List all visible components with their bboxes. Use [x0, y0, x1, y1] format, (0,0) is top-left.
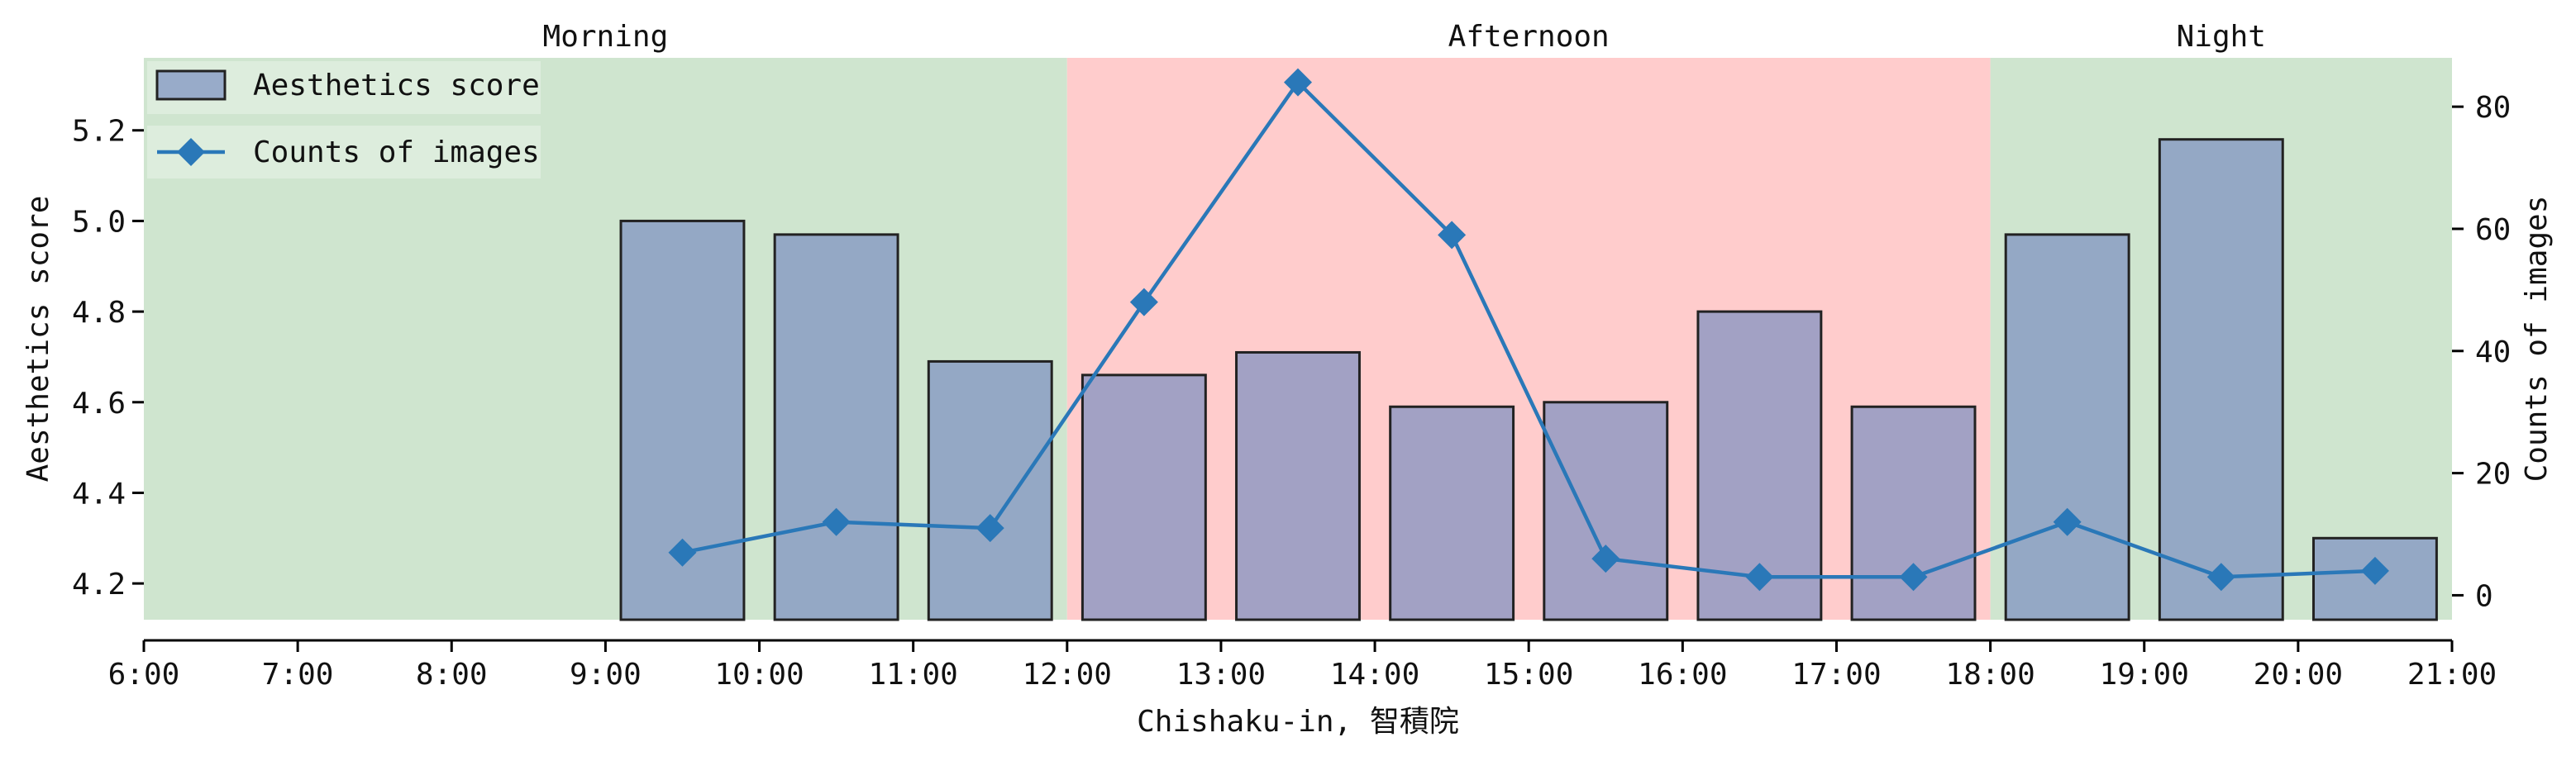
counts-line: [682, 79, 2376, 579]
x-tick-label: 13:00: [1176, 658, 1266, 692]
counts-marker-1230: [1129, 288, 1158, 316]
counts-marker-1930: [2206, 563, 2235, 592]
x-tick-label: 10:00: [714, 658, 804, 692]
x-tick-label: 7:00: [262, 658, 334, 692]
bar-1530: [1543, 401, 1669, 621]
counts-marker-1530: [1591, 545, 1620, 573]
y-left-tick-label: 4.6: [72, 387, 126, 421]
legend-swatch-bars: [155, 69, 227, 101]
bar-1330: [1235, 350, 1361, 621]
x-tick-label: 17:00: [1791, 658, 1881, 692]
counts-marker-1430: [1438, 221, 1467, 250]
axes: 6:00 7:00 8:00 9:00 10:00 11:00 12:00 13:00 14:0…: [21, 91, 2554, 739]
x-tick-label: 14:00: [1330, 658, 1419, 692]
period-labels: Morning Afternoon Night: [543, 20, 2266, 54]
period-label-night: Night: [2177, 20, 2266, 54]
counts-marker-1730: [1899, 563, 1928, 592]
y-right-tick-label: 0: [2475, 579, 2493, 613]
x-tick-label: 20:00: [2254, 658, 2343, 692]
bar-1930: [2158, 138, 2284, 621]
bar-1030: [773, 233, 899, 621]
x-tick-label: 19:00: [2100, 658, 2189, 692]
line-counts: [668, 68, 2389, 592]
x-tick-label: 9:00: [570, 658, 642, 692]
legend-label-line: Counts of images: [253, 136, 540, 169]
y-right-tick-label: 20: [2475, 458, 2511, 492]
period-band-afternoon: [1066, 58, 1991, 620]
legend-label-bars: Aesthetics score: [253, 69, 540, 102]
counts-marker-1030: [822, 507, 851, 536]
x-tick-label: 18:00: [1945, 658, 2035, 692]
counts-marker-2030: [2360, 556, 2389, 585]
x-tick-label: 8:00: [416, 658, 488, 692]
y-left-tick-label: 5.0: [72, 205, 126, 239]
x-tick-label: 16:00: [1638, 658, 1727, 692]
y-right-tick-label: 40: [2475, 335, 2511, 369]
bar-1430: [1389, 405, 1515, 621]
x-tick-label: 11:00: [868, 658, 957, 692]
x-tick-label: 6:00: [108, 658, 180, 692]
x-axis-title: Chishaku-in, 智積院: [1137, 705, 1459, 739]
counts-marker-1330: [1284, 68, 1312, 97]
period-label-morning: Morning: [543, 20, 669, 54]
bars-aesthetics: [619, 138, 2438, 621]
x-tick-label: 15:00: [1484, 658, 1573, 692]
counts-marker-1130: [976, 514, 1004, 543]
bar-1830: [2004, 233, 2130, 621]
legend-swatch-marker: [177, 138, 205, 166]
y-left-axis-title: Aesthetics score: [21, 196, 55, 483]
x-tick-label: 12:00: [1023, 658, 1112, 692]
y-left-tick-label: 4.8: [72, 296, 126, 330]
y-left-tick-label: 5.2: [72, 115, 126, 149]
bar-1130: [927, 359, 1053, 621]
bar-1230: [1080, 373, 1207, 621]
x-tick-label: 21:00: [2407, 658, 2497, 692]
y-left-tick-label: 4.4: [72, 477, 126, 511]
counts-marker-1630: [1745, 563, 1774, 592]
counts-marker-1830: [2053, 507, 2082, 536]
period-label-afternoon: Afternoon: [1448, 20, 1610, 54]
counts-marker-930: [668, 538, 697, 567]
legend: Aesthetics score Counts of images: [147, 61, 541, 178]
y-right-axis-title: Counts of images: [2520, 196, 2554, 483]
y-left-tick-label: 4.2: [72, 568, 126, 602]
y-right-tick-label: 60: [2475, 213, 2511, 247]
y-right-tick-label: 80: [2475, 91, 2511, 125]
period-bands: [144, 58, 2452, 620]
